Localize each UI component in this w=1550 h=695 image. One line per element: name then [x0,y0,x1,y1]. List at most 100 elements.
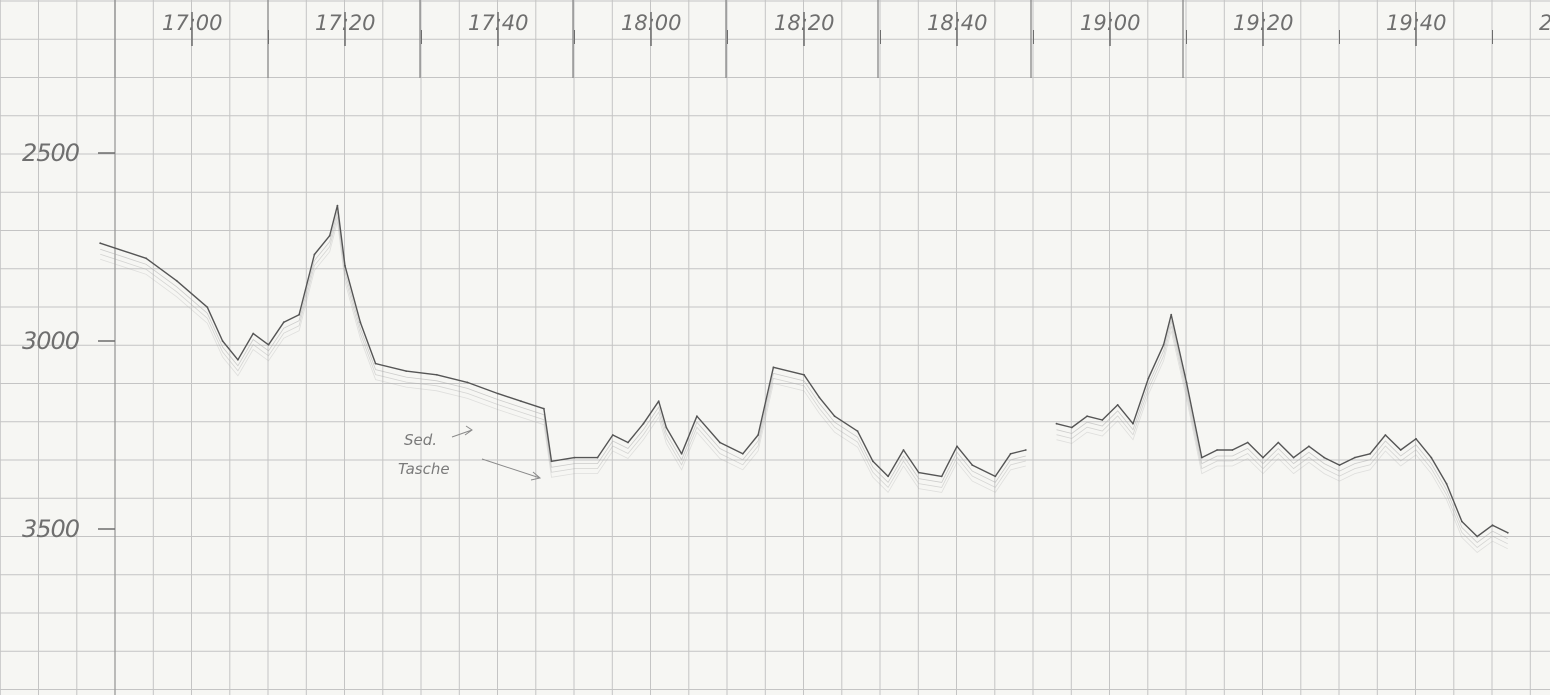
series-line [99,204,1026,478]
depth-profile-series [99,204,1509,538]
echo-trace [1056,320,1508,544]
data-point [99,242,102,245]
data-point [1101,419,1104,421]
data-point [940,475,943,478]
data-point [1415,437,1417,440]
data-point [696,415,698,418]
data-point [237,358,239,361]
x-tick-label: 19:00 [1080,11,1141,35]
data-point [1353,456,1356,459]
x-tick-label: 17:20 [315,11,376,35]
y-tick-label: 2500 [22,139,80,167]
data-point [1162,343,1165,346]
data-point [1292,456,1295,459]
x-tick-label: 17:40 [468,11,529,35]
echo-trace [100,211,1026,484]
data-point [1086,415,1088,418]
data-point [573,456,576,459]
data-point [359,321,362,324]
data-point [611,434,614,436]
data-point [221,340,224,342]
data-point [680,452,683,455]
data-point [1246,441,1249,444]
data-point [175,279,178,282]
data-point [596,456,599,459]
x-tick-label: 20 [1539,11,1550,35]
data-point [902,449,905,451]
data-point [1070,426,1073,429]
data-point [657,400,660,403]
y-tick-label: 3000 [22,327,80,355]
data-point [374,362,377,365]
data-point [887,475,889,478]
x-tick-label: 18:20 [774,11,835,35]
data-point [543,407,545,410]
annotation-sed: Sed. [404,431,437,449]
x-tick-label: 18:00 [621,11,682,35]
x-tick-label: 18:40 [927,11,988,35]
data-point [1132,422,1134,425]
data-point [757,434,759,436]
y-axis-ticks: 2500 3000 3500 [22,139,115,543]
annotation-arrow-lower [481,458,542,481]
data-point [1170,313,1173,316]
echo-traces [100,211,1508,554]
data-point [298,313,300,316]
x-axis-ticks: 17:00 17:20 17:40 18:00 18:20 18:40 19:00 19:20… [162,11,1550,46]
data-point [344,264,346,267]
data-point [1200,456,1203,459]
data-point [1445,483,1448,485]
x-tick-label: 17:00 [162,11,223,35]
data-point [665,426,668,429]
data-point [856,430,859,433]
echo-trace [1056,330,1508,554]
data-point [642,422,645,425]
y-tick-label: 3500 [22,515,80,543]
data-point [145,257,148,260]
data-point [1384,434,1387,436]
data-point [520,400,522,403]
data-point [1277,441,1280,444]
data-point [267,343,270,346]
data-point [1055,422,1058,425]
data-point [1308,445,1310,448]
echo-trace [1056,325,1508,549]
data-point [206,306,209,309]
echo-trace [100,221,1026,494]
data-point [405,370,408,372]
data-point [1369,452,1371,455]
data-point [1399,449,1402,451]
data-point [833,415,836,418]
data-point [497,392,499,395]
data-point [994,475,997,478]
data-point [1116,404,1119,406]
data-point [435,373,438,376]
annotation-arrow-upper [451,425,473,438]
data-point [1506,531,1509,534]
data-point [282,321,285,324]
data-point [741,452,744,455]
data-point [971,464,974,466]
data-point [1231,449,1234,451]
data-point [328,234,331,237]
data-point [956,445,958,448]
data-point [772,366,775,369]
data-point [1323,456,1326,459]
sediment-annotation: Sed. Tasche [398,425,542,481]
data-point [252,332,255,335]
data-point [818,396,821,399]
data-point [1461,520,1463,523]
data-point [1430,456,1433,459]
data-point [627,441,629,444]
data-point [1185,381,1188,384]
data-point [1147,377,1150,380]
data-point [1476,535,1479,538]
data-point [1024,449,1027,451]
data-point [1216,449,1218,451]
data-point [872,460,874,463]
data-point [1491,524,1494,527]
data-point [466,381,469,384]
